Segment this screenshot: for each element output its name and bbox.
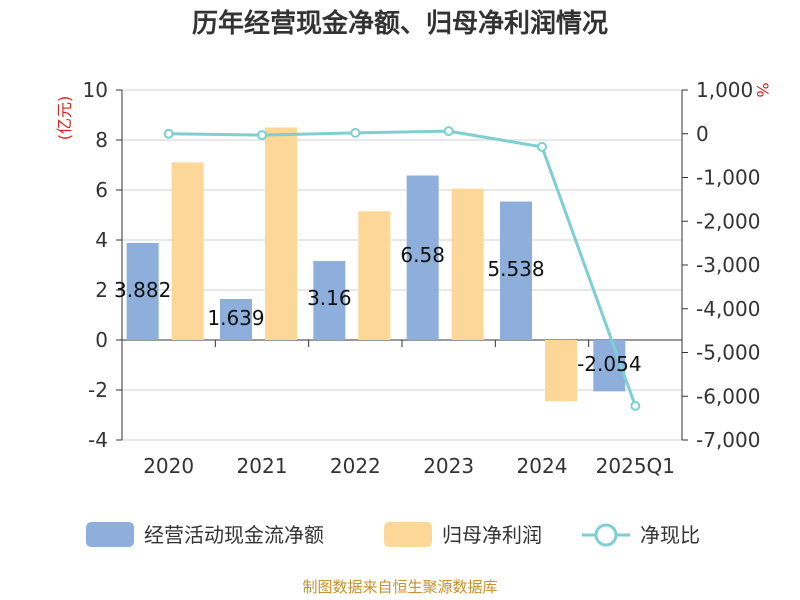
x-tick-label: 2022	[330, 454, 381, 478]
left-axis: -4 -2 0 2 4 6 8 10	[83, 78, 123, 452]
net-cash-ratio-point	[350, 127, 361, 138]
right-tick-label: 1,000	[696, 78, 753, 102]
left-tick-label: 4	[95, 228, 108, 252]
cashflow-data-label: 5.538	[487, 257, 544, 281]
right-tick-label: -2,000	[696, 209, 760, 233]
net-cash-ratio-point	[537, 141, 547, 152]
right-axis-unit: %	[753, 82, 772, 97]
net-cash-ratio-point	[630, 400, 641, 411]
legend-item-net-cash-ratio[interactable]: 净现比	[582, 523, 700, 547]
cashflow-data-label: -2.054	[577, 352, 641, 376]
x-tick-label: 2021	[237, 454, 288, 478]
legend-swatch-cashflow	[86, 522, 134, 547]
right-tick-label: -5,000	[696, 341, 760, 365]
legend-label-net-cash-ratio: 净现比	[640, 523, 700, 547]
cashflow-bar	[126, 242, 159, 340]
net-cash-ratio-point	[163, 128, 174, 139]
legend-item-net-profit[interactable]: 归母净利润	[384, 522, 542, 547]
left-tick-label: 6	[95, 178, 108, 202]
right-tick-label: -4,000	[696, 297, 760, 321]
right-axis: 1,000 0 -1,000 -2,000 -3,000 -4,000 -5,000 -6,0…	[681, 78, 760, 452]
cashflow-bar	[406, 175, 439, 340]
left-tick-label: 10	[83, 78, 108, 102]
left-axis-unit: (亿元)	[55, 96, 74, 141]
net-profit-bar	[265, 127, 297, 340]
cashflow-bar	[220, 299, 252, 340]
left-tick-label: 8	[95, 128, 108, 152]
legend-label-cashflow: 经营活动现金流净额	[144, 523, 324, 547]
right-tick-label: -1,000	[696, 166, 760, 190]
x-axis: 2020 2021 2022 2023 2024 2025Q1	[121, 339, 683, 478]
right-tick-label: -7,000	[696, 428, 760, 452]
left-tick-label: -2	[88, 378, 108, 402]
right-tick-label: -3,000	[696, 253, 760, 277]
cashflow-bar	[313, 261, 346, 340]
chart-title: 历年经营现金净额、归母净利润情况	[192, 8, 608, 39]
net-profit-bar	[545, 340, 577, 402]
cashflow-data-label: 3.16	[307, 286, 352, 310]
x-tick-label: 2025Q1	[596, 454, 675, 478]
net-profit-bar	[451, 188, 484, 340]
cashflow-data-label: 3.882	[114, 278, 171, 302]
net-cash-ratio-line	[163, 126, 641, 411]
x-tick-label: 2020	[143, 454, 194, 478]
right-tick-label: -6,000	[696, 384, 760, 408]
data-labels: 3.882 1.639 3.16 6.58 5.538 -2.054	[114, 243, 642, 376]
right-tick-label: 0	[696, 122, 709, 146]
source-note: 制图数据来自恒生聚源数据库	[302, 578, 497, 596]
net-cash-ratio-polyline	[168, 129, 637, 407]
legend-marker-net-cash-ratio	[594, 523, 618, 547]
left-tick-label: -4	[88, 428, 108, 452]
net-profit-bar	[171, 162, 204, 340]
cashflow-data-label: 6.58	[400, 243, 445, 267]
cashflow-bar	[500, 201, 532, 340]
legend: 经营活动现金流净额 归母净利润 净现比	[86, 522, 700, 547]
bars	[126, 127, 626, 402]
x-tick-label: 2024	[517, 454, 568, 478]
left-tick-label: 0	[95, 328, 108, 352]
net-cash-ratio-point	[443, 126, 454, 137]
cashflow-data-label: 1.639	[207, 306, 264, 330]
legend-item-cashflow[interactable]: 经营活动现金流净额	[86, 522, 324, 547]
net-profit-bar	[358, 211, 391, 340]
x-tick-label: 2023	[423, 454, 474, 478]
net-cash-ratio-point	[257, 130, 267, 141]
legend-swatch-net-profit	[384, 522, 432, 547]
left-tick-label: 2	[95, 278, 108, 302]
gridlines	[122, 89, 682, 441]
legend-label-net-profit: 归母净利润	[442, 523, 542, 547]
